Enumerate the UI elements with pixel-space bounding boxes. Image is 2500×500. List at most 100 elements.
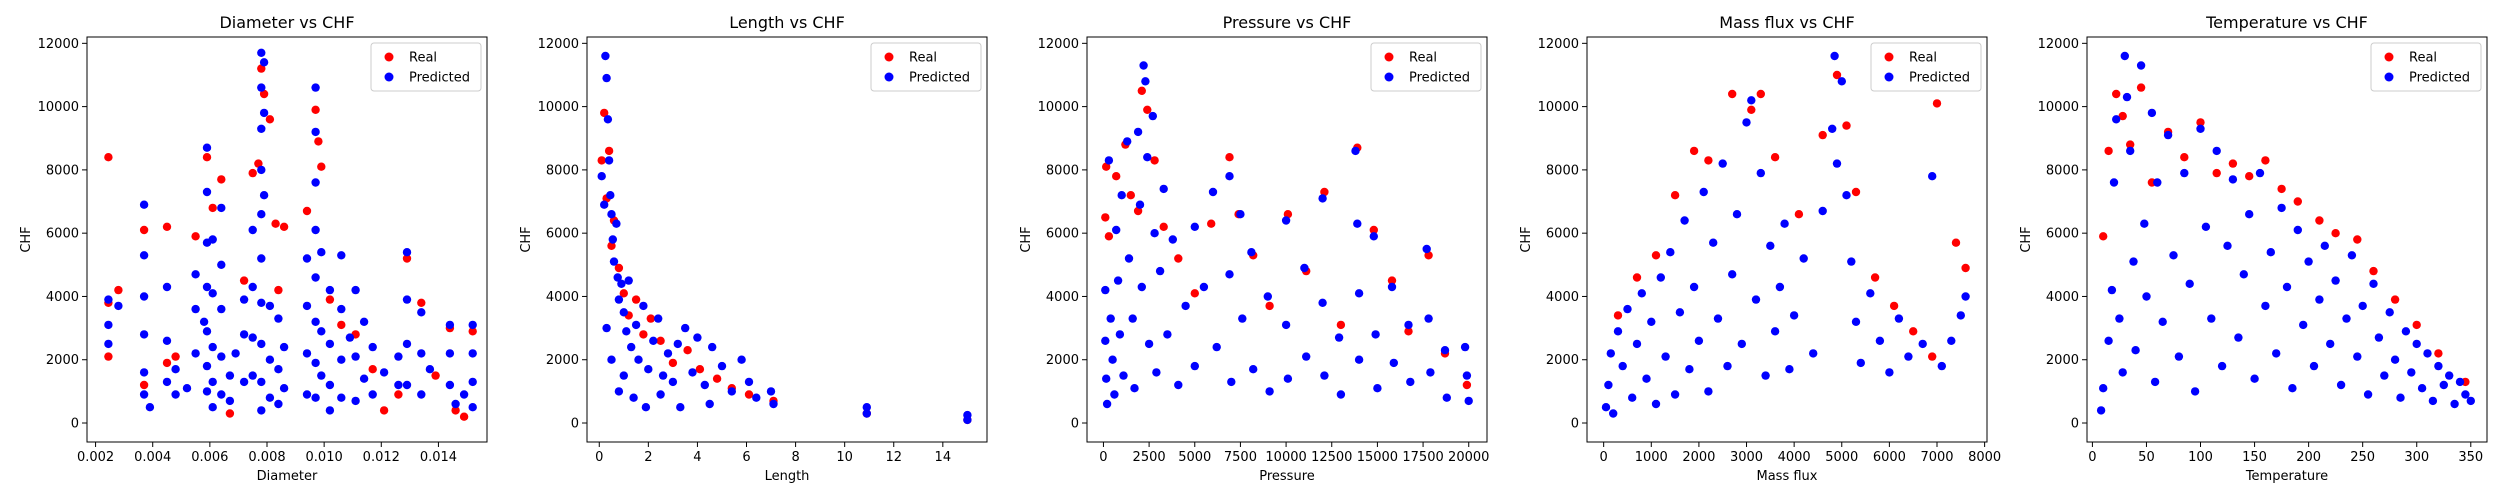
data-point	[311, 127, 320, 137]
data-point	[639, 301, 648, 311]
data-point	[259, 89, 269, 99]
data-point	[1320, 187, 1329, 197]
data-point	[2342, 314, 2351, 323]
y-axis-label: CHF	[19, 226, 34, 252]
legend-marker-predicted	[2384, 72, 2394, 82]
data-point	[1302, 352, 1311, 361]
data-point	[191, 232, 200, 241]
data-point	[2353, 235, 2362, 244]
data-point	[1137, 282, 1147, 292]
data-point	[239, 276, 249, 285]
data-point	[1894, 314, 1904, 323]
data-point	[1606, 349, 1616, 358]
x-axis-label: Diameter	[257, 469, 318, 484]
data-point	[1709, 238, 1718, 247]
data-point	[1283, 374, 1293, 383]
data-point	[402, 339, 412, 349]
legend-box	[1870, 42, 1982, 92]
data-point	[1628, 393, 1637, 402]
data-point	[257, 210, 266, 219]
x-axis-label: Temperature	[2245, 469, 2328, 484]
data-point	[1112, 225, 1121, 235]
x-tick-label: 0	[2088, 450, 2096, 465]
data-point	[614, 263, 624, 273]
data-point	[2293, 225, 2302, 235]
x-tick-label: 250	[2350, 450, 2375, 465]
data-point	[963, 415, 972, 425]
data-point	[1124, 254, 1134, 263]
data-point	[257, 298, 266, 307]
data-point	[139, 380, 149, 390]
data-point	[627, 342, 636, 352]
data-point	[1718, 159, 1727, 168]
data-point	[1689, 146, 1699, 156]
data-point	[1387, 282, 1397, 292]
y-tick-label: 2000	[1546, 353, 1579, 368]
data-point	[271, 219, 280, 228]
y-axis-label: CHF	[519, 226, 534, 252]
data-point	[2407, 368, 2416, 377]
data-point	[274, 314, 283, 323]
data-point	[302, 349, 312, 358]
data-point	[468, 320, 477, 330]
data-point	[2126, 140, 2135, 149]
y-tick-label: 12000	[1538, 37, 1579, 52]
data-point	[302, 206, 312, 216]
x-tick-label: 5000	[1178, 450, 1211, 465]
data-point	[217, 175, 226, 184]
data-point	[265, 115, 275, 124]
data-point	[2104, 146, 2113, 156]
y-tick-label: 0	[2071, 417, 2079, 432]
data-point	[668, 358, 678, 368]
data-point	[619, 371, 628, 380]
data-point	[311, 105, 320, 115]
data-point	[1318, 298, 1327, 307]
data-point	[1670, 191, 1680, 200]
series-real	[1613, 70, 1970, 361]
data-point	[1713, 314, 1723, 323]
data-point	[1847, 257, 1856, 266]
data-point	[2180, 153, 2189, 162]
data-point	[1369, 232, 1379, 241]
x-tick-label: 0.006	[191, 450, 228, 465]
legend-marker-real	[884, 52, 894, 62]
data-point	[1424, 314, 1433, 323]
data-point	[649, 336, 658, 345]
data-point	[607, 355, 616, 364]
data-point	[417, 390, 426, 399]
data-point	[171, 352, 180, 361]
data-point	[1144, 339, 1154, 349]
y-tick-label: 0	[1571, 417, 1579, 432]
data-point	[114, 285, 123, 295]
data-point	[359, 317, 369, 326]
data-point	[1742, 118, 1751, 127]
data-point	[676, 403, 685, 412]
data-point	[217, 203, 226, 213]
chart-panel: 0 2500 5000 7500 10000 12500 15000 17500 20000 0 2…	[1019, 13, 1489, 484]
data-point	[2455, 377, 2465, 387]
data-point	[1462, 380, 1472, 390]
data-point	[368, 342, 377, 352]
data-point	[2217, 361, 2227, 371]
legend-label-predicted: Predicted	[409, 71, 470, 86]
y-tick-label: 6000	[2046, 227, 2079, 242]
data-point	[1126, 191, 1136, 200]
plot-area	[1587, 37, 1987, 442]
data-point	[1143, 105, 1152, 115]
data-point	[2374, 333, 2384, 342]
data-point	[1866, 289, 1875, 298]
x-axis-label: Length	[765, 469, 810, 484]
data-point	[2385, 308, 2394, 317]
legend-label-real: Real	[909, 51, 937, 66]
series-predicted	[1601, 51, 1970, 418]
y-tick-label: 0	[571, 417, 579, 432]
data-point	[2118, 111, 2127, 121]
y-tick-label: 8000	[2046, 163, 2079, 178]
x-tick-label: 50	[2138, 450, 2155, 465]
x-tick-label: 4000	[1778, 450, 1811, 465]
legend-label-predicted: Predicted	[1409, 71, 1470, 86]
data-point	[2331, 276, 2340, 285]
data-point	[202, 327, 212, 336]
x-tick-label: 14	[935, 450, 952, 465]
data-point	[259, 191, 269, 200]
